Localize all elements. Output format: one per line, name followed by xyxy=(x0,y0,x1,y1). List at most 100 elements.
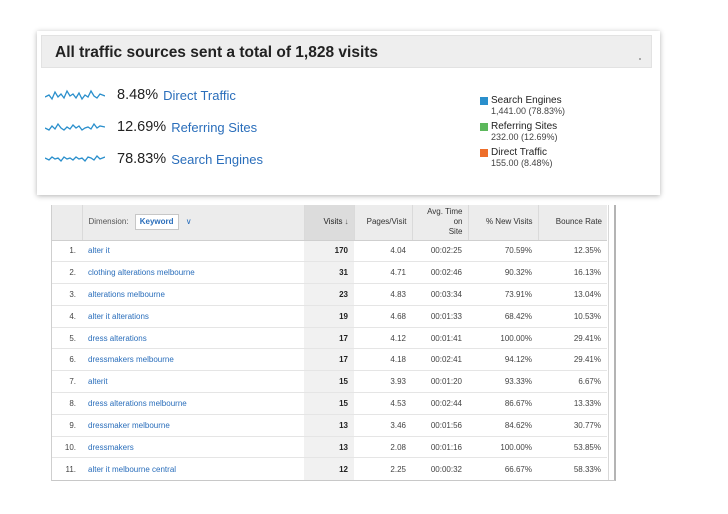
keyword-table-container: Dimension: Keyword ∨ Visits ↓ Pages/Visit… xyxy=(51,205,616,481)
keyword-link[interactable]: dressmakers xyxy=(88,442,134,452)
legend-value: 155.00 (8.48%) xyxy=(491,158,553,168)
cell-visits: 15 xyxy=(304,392,354,415)
cell-bounce-rate: 13.33% xyxy=(538,392,607,415)
source-row-referring: 12.69% Referring Sites xyxy=(45,117,257,137)
chevron-down-icon[interactable]: ∨ xyxy=(185,217,192,227)
dimension-keyword-chip[interactable]: Keyword xyxy=(134,214,179,231)
cell-pages-visit: 4.53 xyxy=(354,392,412,415)
cell-avg-time: 00:02:46 xyxy=(412,261,468,284)
row-index: 7. xyxy=(52,370,82,393)
row-index: 9. xyxy=(52,413,82,437)
row-index: 8. xyxy=(52,392,82,415)
cell-bounce-rate: 30.77% xyxy=(538,413,607,437)
legend-name: Direct Traffic xyxy=(491,147,547,158)
cell-pages-visit: 4.12 xyxy=(354,326,412,349)
cell-new-visits: 100.00% xyxy=(468,326,538,349)
table-row: 1. alter it 170 4.04 00:02:25 70.59% 12.35% xyxy=(52,239,607,262)
cell-bounce-rate: 53.85% xyxy=(538,435,607,458)
cell-pages-visit: 4.83 xyxy=(354,283,412,306)
cell-new-visits: 100.00% xyxy=(468,435,538,458)
cell-avg-time: 00:01:56 xyxy=(412,413,468,437)
cell-bounce-rate: 12.35% xyxy=(538,239,607,262)
summary-title-bar: All traffic sources sent a total of 1,82… xyxy=(41,35,652,68)
row-index: 10. xyxy=(52,435,82,458)
legend-value: 232.00 (12.69%) xyxy=(491,132,558,142)
keyword-link[interactable]: dress alterations xyxy=(88,333,147,343)
cell-avg-time: 00:02:25 xyxy=(412,239,468,262)
source-percent: 78.83% xyxy=(117,151,167,167)
cell-avg-time: 00:02:44 xyxy=(412,392,468,415)
header-avg-time[interactable]: Avg. Time on Site xyxy=(411,205,468,241)
keyword-link[interactable]: alter it melbourne central xyxy=(88,464,177,474)
cell-pages-visit: 4.18 xyxy=(354,348,412,371)
sort-down-arrow-icon[interactable]: ↓ xyxy=(344,217,349,227)
cell-bounce-rate: 13.04% xyxy=(538,283,607,306)
cell-visits: 31 xyxy=(304,261,354,284)
cell-new-visits: 90.32% xyxy=(468,261,538,284)
dimension-selector[interactable]: Dimension: Keyword ∨ xyxy=(81,205,304,241)
cell-new-visits: 93.33% xyxy=(468,370,538,393)
legend-swatch xyxy=(480,149,488,157)
source-link-search-engines[interactable]: Search Engines xyxy=(171,151,263,167)
header-bounce-rate[interactable]: Bounce Rate xyxy=(537,205,607,241)
legend-name: Search Engines xyxy=(491,95,562,106)
cell-bounce-rate: 16.13% xyxy=(538,261,607,284)
row-index: 1. xyxy=(52,239,82,262)
keyword-link[interactable]: alterations melbourne xyxy=(88,289,165,299)
cell-bounce-rate: 6.67% xyxy=(538,370,607,393)
header-pages-visit[interactable]: Pages/Visit xyxy=(353,205,412,241)
keyword-link[interactable]: dressmakers melbourne xyxy=(88,355,174,365)
sparkline-icon xyxy=(45,89,105,101)
table-row: 11. alter it melbourne central 12 2.25 00:00… xyxy=(52,457,607,480)
source-row-search: 78.83% Search Engines xyxy=(45,149,263,169)
keyword-table: Dimension: Keyword ∨ Visits ↓ Pages/Visit… xyxy=(52,205,607,480)
header-index xyxy=(52,205,82,241)
sparkline-icon xyxy=(45,155,105,162)
cell-bounce-rate: 29.41% xyxy=(538,348,607,371)
cell-visits: 13 xyxy=(304,435,354,458)
cell-new-visits: 68.42% xyxy=(468,304,538,328)
header-visits[interactable]: Visits ↓ xyxy=(303,205,354,241)
header-new-visits[interactable]: % New Visits xyxy=(467,205,538,241)
cell-pages-visit: 4.71 xyxy=(354,261,412,284)
cell-pages-visit: 4.68 xyxy=(354,304,412,328)
keyword-link[interactable]: alter it xyxy=(88,246,110,256)
keyword-link[interactable]: clothing alterations melbourne xyxy=(88,268,195,278)
keyword-link[interactable]: dressmaker melbourne xyxy=(88,420,170,430)
row-index: 4. xyxy=(52,304,82,328)
cell-pages-visit: 4.04 xyxy=(354,239,412,262)
cell-visits: 13 xyxy=(304,413,354,437)
cell-avg-time: 00:03:34 xyxy=(412,283,468,306)
cell-pages-visit: 3.93 xyxy=(354,370,412,393)
row-index: 2. xyxy=(52,261,82,284)
header-avg-time-line1: Avg. Time on xyxy=(427,207,463,227)
keyword-link[interactable]: alterit xyxy=(88,377,108,387)
table-row: 2. clothing alterations melbourne 31 4.71 00… xyxy=(52,261,607,284)
row-index: 6. xyxy=(52,348,82,371)
cell-bounce-rate: 58.33% xyxy=(538,457,607,480)
traffic-summary-panel: All traffic sources sent a total of 1,82… xyxy=(37,31,660,195)
cell-pages-visit: 2.25 xyxy=(354,457,412,480)
source-link-direct-traffic[interactable]: Direct Traffic xyxy=(163,87,236,103)
keyword-link[interactable]: alter it alterations xyxy=(88,311,149,321)
cell-avg-time: 00:01:33 xyxy=(412,304,468,328)
table-row: 8. dress alterations melbourne 15 4.53 00:02… xyxy=(52,392,607,415)
cell-new-visits: 73.91% xyxy=(468,283,538,306)
source-link-referring-sites[interactable]: Referring Sites xyxy=(171,119,258,135)
cell-pages-visit: 2.08 xyxy=(354,435,412,458)
header-visits-label: Visits xyxy=(323,217,343,227)
cell-visits: 17 xyxy=(304,326,354,349)
legend-value: 1,441.00 (78.83%) xyxy=(491,106,566,116)
cell-new-visits: 70.59% xyxy=(468,239,538,262)
cell-avg-time: 00:02:41 xyxy=(412,348,468,371)
table-row: 6. dressmakers melbourne 17 4.18 00:02:41 94.… xyxy=(52,348,607,371)
cell-visits: 17 xyxy=(304,348,354,371)
source-row-direct: 8.48% Direct Traffic xyxy=(45,85,236,105)
keyword-link[interactable]: dress alterations melbourne xyxy=(88,398,187,408)
cell-visits: 170 xyxy=(304,239,354,262)
cell-bounce-rate: 29.41% xyxy=(538,326,607,349)
cell-avg-time: 00:01:16 xyxy=(412,435,468,458)
cell-new-visits: 84.62% xyxy=(468,413,538,437)
summary-title: All traffic sources sent a total of 1,82… xyxy=(55,44,379,61)
cell-visits: 12 xyxy=(304,457,354,480)
